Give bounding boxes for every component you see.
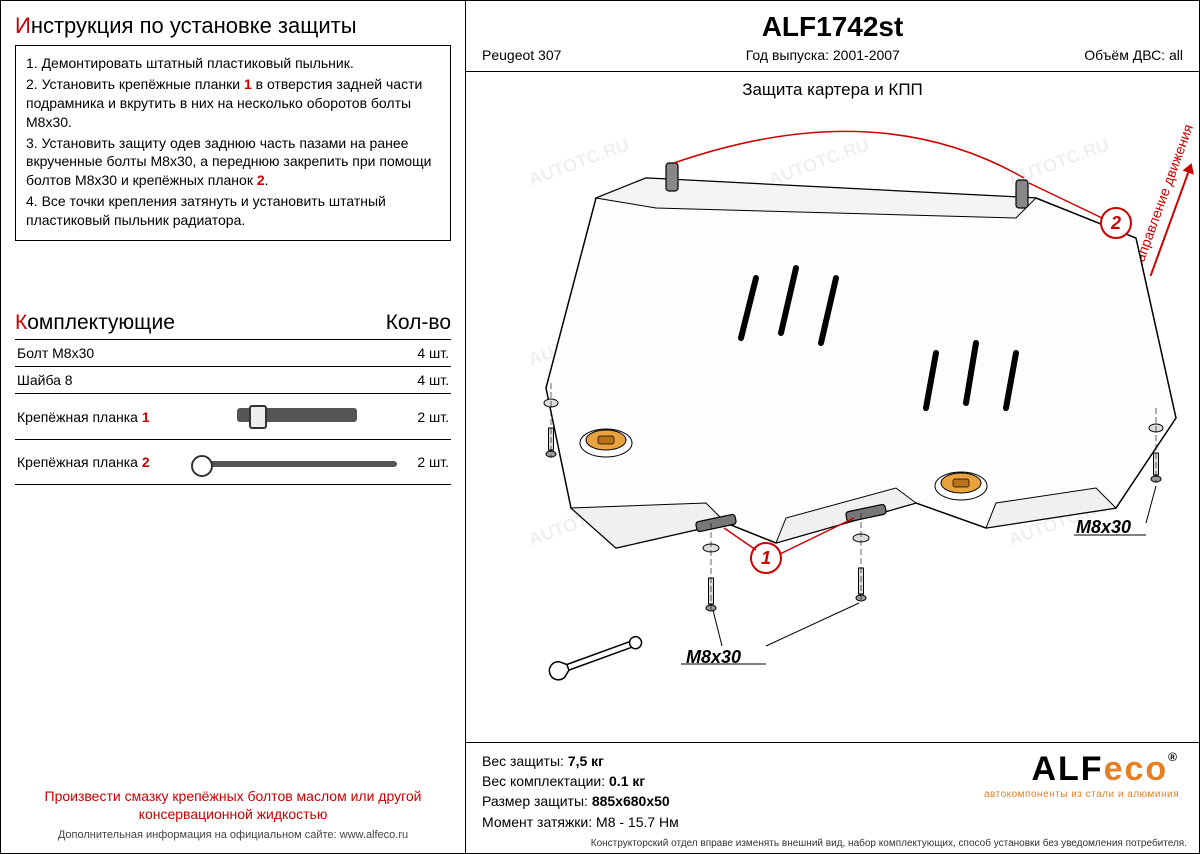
title-first-letter: И xyxy=(15,13,31,38)
svg-text:1: 1 xyxy=(761,548,771,568)
inst-step: 1. Демонтировать штатный пластиковый пыл… xyxy=(26,54,440,73)
inst-step: 3. Установить защиту одев заднюю часть п… xyxy=(26,134,440,191)
comp-qty: 4 шт. xyxy=(417,345,449,361)
instructions-title: Инструкция по установке защиты xyxy=(15,13,451,39)
drawing-area: Защита картера и КПП Направление движени… xyxy=(466,72,1199,743)
access-plug xyxy=(580,429,632,457)
comp-name: Крепёжная планка 2 xyxy=(17,454,177,470)
comp-name: Шайба 8 xyxy=(17,372,73,388)
comp-name: Крепёжная планка 1 xyxy=(17,409,177,425)
qty-header: Кол-во xyxy=(386,311,451,335)
comp-qty: 2 шт. xyxy=(417,454,449,470)
comp-qty: 4 шт. xyxy=(417,372,449,388)
table-row: Крепёжная планка 2 2 шт. xyxy=(15,440,451,485)
website-note: Дополнительная информация на официальном… xyxy=(15,829,451,841)
page: Инструкция по установке защиты 1. Демонт… xyxy=(0,0,1200,854)
components-title: Комплектующие xyxy=(15,311,175,335)
drawing-title: Защита картера и КПП xyxy=(466,80,1199,100)
year-info: Год выпуска: 2001-2007 xyxy=(746,47,900,63)
inst-step: 4. Все точки крепления затянуть и устано… xyxy=(26,192,440,230)
comp-name: Болт M8x30 xyxy=(17,345,94,361)
title-rest: нструкция по установке защиты xyxy=(31,13,357,38)
part-number: ALF1742st xyxy=(482,11,1183,43)
access-plug xyxy=(935,472,987,500)
table-row: Крепёжная планка 1 2 шт. xyxy=(15,394,451,440)
instructions-box: 1. Демонтировать штатный пластиковый пыл… xyxy=(15,45,451,241)
vehicle-model: Peugeot 307 xyxy=(482,47,561,63)
table-row: Шайба 8 4 шт. xyxy=(15,367,451,394)
comp-qty: 2 шт. xyxy=(417,409,449,425)
bolt-label: M8x30 xyxy=(1076,517,1131,537)
inst-step: 2. Установить крепёжные планки 1 в отвер… xyxy=(26,75,440,132)
lubrication-warning: Произвести смазку крепёжных болтов масло… xyxy=(15,787,451,823)
brand-logo: ALFeco® автокомпоненты из стали и алюмин… xyxy=(984,750,1179,800)
spec-row: Момент затяжки: M8 - 15.7 Нм xyxy=(482,812,1183,832)
left-column: Инструкция по установке защиты 1. Демонт… xyxy=(1,1,466,853)
bracket2-icon xyxy=(177,454,417,470)
table-row: Болт M8x30 4 шт. xyxy=(15,340,451,367)
engine-info: Объём ДВС: all xyxy=(1084,47,1183,63)
header-box: ALF1742st Peugeot 307 Год выпуска: 2001-… xyxy=(466,1,1199,72)
components-header: Комплектующие Кол-во xyxy=(15,311,451,340)
header-meta: Peugeot 307 Год выпуска: 2001-2007 Объём… xyxy=(482,47,1183,63)
bracket1-icon xyxy=(177,408,417,425)
svg-text:2: 2 xyxy=(1110,213,1121,233)
skid-plate-diagram: 2 1 xyxy=(476,108,1186,698)
wrench-icon xyxy=(547,632,644,682)
components-table: Болт M8x30 4 шт. Шайба 8 4 шт. Крепёжная… xyxy=(15,340,451,485)
right-column: ALF1742st Peugeot 307 Год выпуска: 2001-… xyxy=(466,1,1199,853)
footer-disclaimer: Конструкторский отдел вправе изменять вн… xyxy=(466,836,1199,853)
